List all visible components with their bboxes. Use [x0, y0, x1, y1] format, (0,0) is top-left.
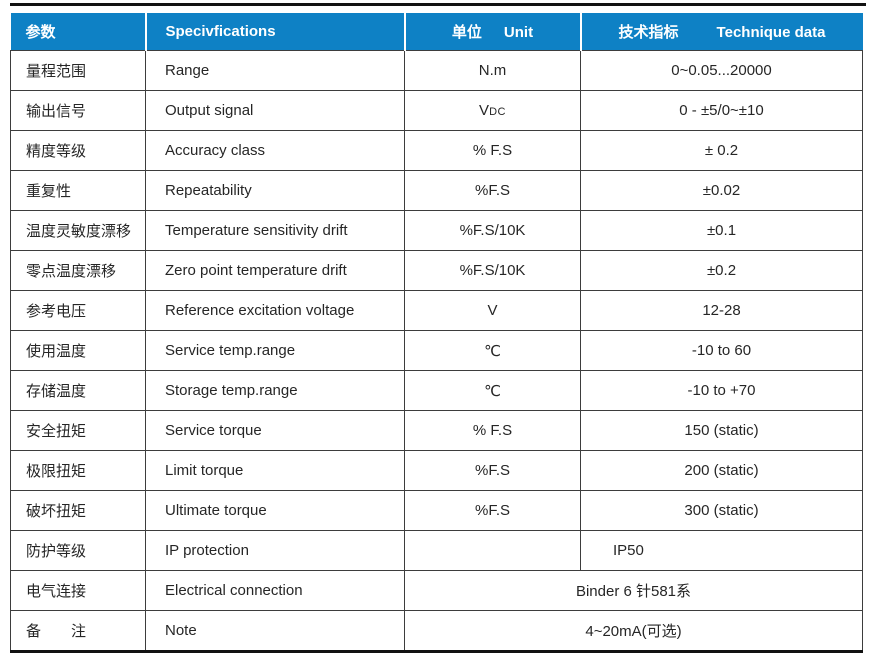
unit-cell: N.m [404, 50, 581, 91]
unit-cell: % F.S [404, 130, 581, 171]
value-cell: 12-28 [580, 290, 863, 331]
header-cell-specifications: Specivfications [144, 13, 405, 51]
unit-label: %F.S [474, 502, 510, 519]
header-cell-param: 参数 [10, 13, 146, 51]
param-en-cell: Range [145, 50, 405, 91]
param-en-cell: Temperature sensitivity drift [145, 210, 405, 251]
value-cell: ±0.02 [580, 170, 863, 211]
unit-label: %F.S [474, 182, 510, 199]
unit-cell: VDC [404, 90, 581, 131]
param-en-cell: Electrical connection [145, 570, 405, 611]
header-unit-zh-label: 单位 [451, 24, 482, 41]
value-cell: 0~0.05...20000 [580, 50, 863, 91]
unit-cell: %F.S/10K [404, 210, 581, 251]
unit-cell [404, 530, 581, 571]
table-row: 防护等级 IP protection IP50 [10, 530, 863, 571]
value-cell: 150 (static) [580, 410, 863, 451]
table-row: 温度灵敏度漂移 Temperature sensitivity drift %F.S… [10, 210, 863, 251]
unit-cell: V [404, 290, 581, 331]
unit-label: ℃ [484, 382, 501, 400]
param-en-cell: Reference excitation voltage [145, 290, 405, 331]
unit-cell: %F.S [404, 490, 581, 531]
table-row: 量程范围 Range N.m 0~0.05...20000 [10, 50, 863, 91]
table-row: 极限扭矩 Limit torque %F.S 200 (static) [10, 450, 863, 491]
value-cell: 300 (static) [580, 490, 863, 531]
param-zh-cell: 零点温度漂移 [10, 250, 146, 291]
value-cell: -10 to +70 [580, 370, 863, 411]
header-cell-technique-data: 技术指标 Technique data [579, 13, 863, 51]
table-row: 输出信号 Output signal VDC 0 - ±5/0~±10 [10, 90, 863, 131]
param-zh-cell: 温度灵敏度漂移 [10, 210, 146, 251]
param-zh-cell: 备 注 [10, 610, 146, 653]
param-zh-cell: 破坏扭矩 [10, 490, 146, 531]
param-zh-cell: 量程范围 [10, 50, 146, 91]
merged-value-cell: Binder 6 针581系 [404, 570, 863, 611]
param-en-cell: Ultimate torque [145, 490, 405, 531]
top-divider-rule [10, 3, 866, 6]
param-en-cell: IP protection [145, 530, 405, 571]
value-cell: ±0.1 [580, 210, 863, 251]
header-cell-unit: 单位 Unit [403, 13, 581, 51]
unit-cell: %F.S [404, 170, 581, 211]
header-unit-en-label: Unit [503, 24, 534, 41]
value-cell: ±0.2 [580, 250, 863, 291]
param-en-cell: Zero point temperature drift [145, 250, 405, 291]
table-row: 存储温度 Storage temp.range ℃ -10 to +70 [10, 370, 863, 411]
param-en-cell: Service temp.range [145, 330, 405, 371]
value-cell: -10 to 60 [580, 330, 863, 371]
unit-subscript-label: DC [489, 106, 506, 118]
param-en-cell: Service torque [145, 410, 405, 451]
unit-cell: ℃ [404, 330, 581, 371]
value-cell: 200 (static) [580, 450, 863, 491]
table-row: 精度等级 Accuracy class % F.S ± 0.2 [10, 130, 863, 171]
param-en-cell: Output signal [145, 90, 405, 131]
param-en-cell: Limit torque [145, 450, 405, 491]
spec-table: 参数 Specivfications 单位 Unit 技术指标 Technique … [10, 13, 863, 653]
table-row: 电气连接 Electrical connection Binder 6 针581系 [10, 570, 863, 611]
param-en-cell: Note [145, 610, 405, 653]
unit-label: %F.S [474, 462, 510, 479]
unit-label: % F.S [472, 422, 513, 439]
unit-label: %F.S/10K [459, 222, 526, 239]
unit-label: V [487, 302, 498, 319]
table-row: 使用温度 Service temp.range ℃ -10 to 60 [10, 330, 863, 371]
param-zh-cell: 存储温度 [10, 370, 146, 411]
param-zh-cell: 精度等级 [10, 130, 146, 171]
param-zh-cell: 防护等级 [10, 530, 146, 571]
unit-label: N.m [478, 62, 507, 79]
param-zh-cell: 使用温度 [10, 330, 146, 371]
table-row: 破坏扭矩 Ultimate torque %F.S 300 (static) [10, 490, 863, 531]
value-cell: 0 - ±5/0~±10 [580, 90, 863, 131]
table-row: 重复性 Repeatability %F.S ±0.02 [10, 170, 863, 211]
table-row: 安全扭矩 Service torque % F.S 150 (static) [10, 410, 863, 451]
table-row: 备 注 Note 4~20mA(可选) [10, 610, 863, 653]
header-data-zh-label: 技术指标 [618, 24, 679, 41]
param-zh-cell: 安全扭矩 [10, 410, 146, 451]
param-en-cell: Accuracy class [145, 130, 405, 171]
header-spec-label: Specivfications [165, 23, 276, 40]
param-en-cell: Repeatability [145, 170, 405, 211]
table-row: 零点温度漂移 Zero point temperature drift %F.S/1… [10, 250, 863, 291]
unit-cell: %F.S/10K [404, 250, 581, 291]
param-zh-cell: 参考电压 [10, 290, 146, 331]
param-zh-cell: 极限扭矩 [10, 450, 146, 491]
param-zh-cell: 输出信号 [10, 90, 146, 131]
unit-label: % F.S [472, 142, 513, 159]
unit-cell: % F.S [404, 410, 581, 451]
unit-cell: %F.S [404, 450, 581, 491]
unit-label: V [479, 102, 490, 119]
unit-label: %F.S/10K [459, 262, 526, 279]
header-param-label: 参数 [25, 24, 56, 41]
value-cell: ± 0.2 [580, 130, 863, 171]
param-en-cell: Storage temp.range [145, 370, 405, 411]
value-cell: IP50 [580, 530, 863, 571]
table-row: 参考电压 Reference excitation voltage V 12-28 [10, 290, 863, 331]
merged-value-cell: 4~20mA(可选) [404, 610, 863, 653]
param-zh-cell: 电气连接 [10, 570, 146, 611]
header-data-en-label: Technique data [716, 24, 826, 41]
unit-label: ℃ [484, 342, 501, 360]
param-zh-cell: 重复性 [10, 170, 146, 211]
unit-cell: ℃ [404, 370, 581, 411]
table-header-row: 参数 Specivfications 单位 Unit 技术指标 Technique … [10, 13, 863, 51]
